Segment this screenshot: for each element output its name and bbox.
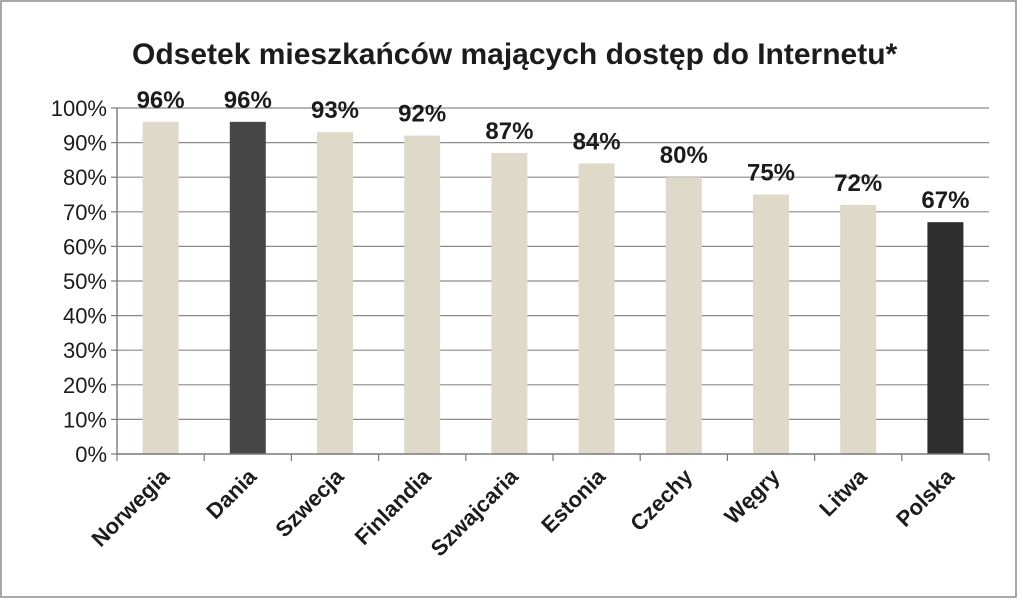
bar-polska: [927, 222, 964, 454]
data-label: 75%: [747, 160, 795, 187]
y-tick-label: 0%: [75, 442, 107, 467]
data-label: 96%: [224, 87, 272, 114]
y-tick-label: 60%: [63, 234, 107, 259]
y-tick-label: 10%: [63, 407, 107, 432]
bar-estonia: [578, 163, 615, 455]
y-tick-label: 50%: [63, 269, 107, 294]
y-tick-label: 70%: [63, 200, 107, 225]
bar-finlandia: [404, 135, 441, 454]
data-label: 72%: [834, 170, 882, 197]
y-tick-label: 100%: [51, 96, 107, 121]
y-tick-label: 30%: [63, 338, 107, 363]
data-label: 93%: [311, 97, 359, 124]
y-tick-label: 90%: [63, 131, 107, 156]
chart-title: Odsetek mieszkańców mających dostęp do I…: [132, 38, 898, 71]
data-label: 67%: [921, 187, 969, 214]
data-label: 96%: [137, 87, 185, 114]
bar-dania: [229, 121, 266, 454]
bar-czechy: [665, 177, 702, 454]
y-tick-label: 20%: [63, 373, 107, 398]
bars: [142, 121, 964, 455]
bar-szwajcaria: [491, 152, 528, 455]
y-tick-label: 40%: [63, 304, 107, 329]
data-label: 84%: [573, 128, 621, 155]
bar-litwa: [840, 204, 877, 454]
bar-norwegia: [142, 121, 179, 454]
bar-szwecja: [317, 132, 353, 454]
bar-węgry: [753, 194, 789, 454]
data-label: 80%: [660, 142, 708, 169]
y-tick-label: 80%: [63, 165, 107, 190]
data-labels: 96% 96% 93% 92% 87% 84% 80% 75% 72% 67%: [137, 87, 970, 214]
data-label: 92%: [398, 101, 446, 128]
data-label: 87%: [485, 118, 533, 145]
